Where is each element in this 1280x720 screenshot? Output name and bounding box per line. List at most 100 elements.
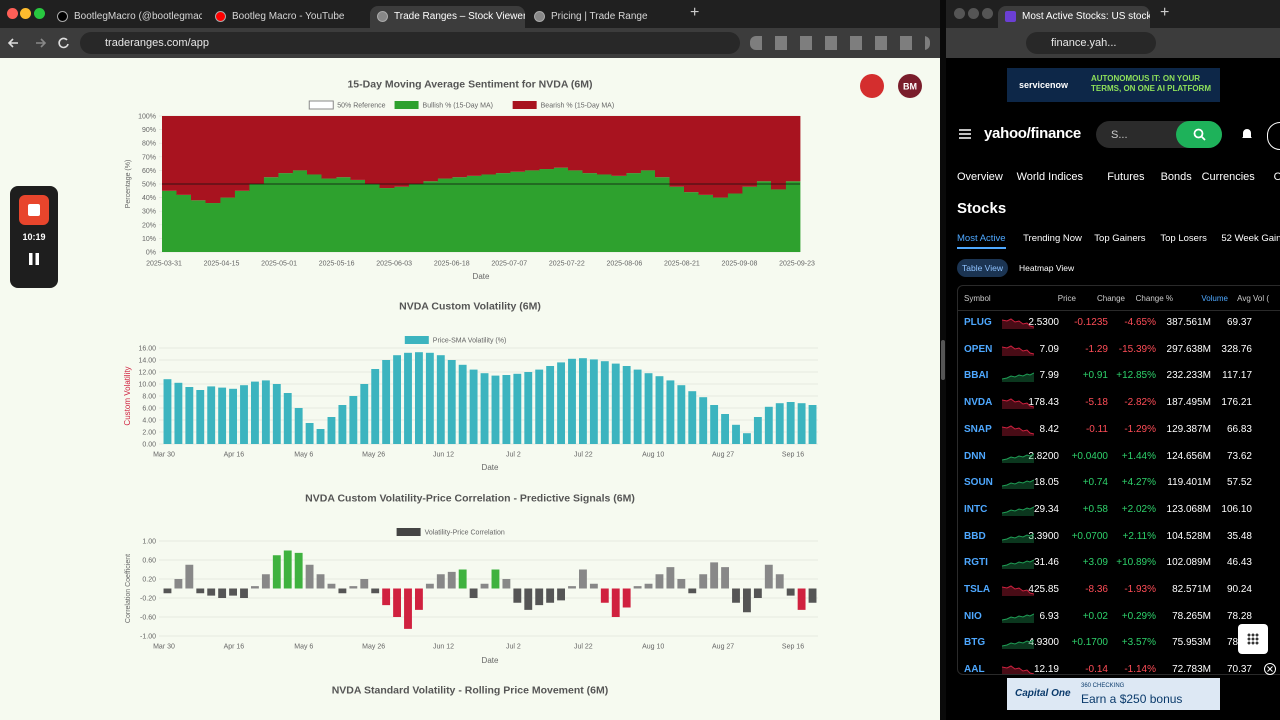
table-row[interactable]: INTC 29.34 +0.58 +2.02% 123.068M 106.10 (958, 497, 1271, 523)
tab[interactable]: Most Active Stocks: US stock (998, 6, 1150, 28)
symbol[interactable]: SNAP (964, 423, 992, 435)
alert-button[interactable] (860, 74, 884, 98)
table-row[interactable]: BBAI 7.99 +0.91 +12.85% 232.233M 117.17 (958, 363, 1271, 389)
table-row[interactable]: SOUN 18.05 +0.74 +4.27% 119.401M 57.52 (958, 470, 1271, 496)
menu-button[interactable] (958, 128, 972, 140)
view-button[interactable]: Heatmap View (1019, 263, 1075, 273)
symbol[interactable]: NVDA (964, 397, 993, 409)
table-row[interactable]: OPEN 7.09 -1.29 -15.39% 297.638M 328.76 (958, 337, 1271, 363)
maximize-window[interactable] (34, 8, 45, 19)
logo[interactable]: yahoo/finance (984, 125, 1081, 142)
bar (578, 358, 587, 444)
table-row[interactable]: RGTI 31.46 +3.09 +10.89% 102.089M 46.43 (958, 550, 1271, 576)
symbol[interactable]: BBAI (964, 370, 989, 382)
x-tick-label: 2025-09-23 (779, 261, 815, 268)
new-tab[interactable]: + (690, 4, 700, 21)
y-tick-label: 0.60 (142, 558, 156, 565)
symbol[interactable]: RGTI (964, 557, 988, 569)
profile[interactable] (1267, 122, 1280, 150)
nav-link[interactable]: Bonds (1160, 171, 1192, 183)
tab[interactable]: Trade Ranges – Stock Viewer (370, 6, 525, 28)
table-row[interactable]: TSLA 425.85 -8.36 -1.93% 82.571M 90.24 (958, 577, 1271, 603)
bar (732, 588, 740, 603)
nav-link[interactable]: Currencies (1201, 171, 1255, 183)
table-row[interactable]: PLUG 2.5300 -0.1235 -4.65% 387.561M 69.37 (958, 310, 1271, 336)
y-tick-label: 14.00 (138, 358, 156, 365)
extension-icons[interactable] (750, 36, 930, 50)
nav-link[interactable]: World Indices (1016, 171, 1084, 183)
ad-top[interactable]: servicenow AUTONOMOUS IT: ON YOUR TERMS,… (1007, 68, 1220, 102)
tab-icon (377, 11, 388, 22)
table-row[interactable]: SNAP 8.42 -0.11 -1.29% 129.387M 66.83 (958, 417, 1271, 443)
table-row[interactable]: NVDA 178.43 -5.18 -2.82% 187.495M 176.21 (958, 390, 1271, 416)
table-row[interactable]: NIO 6.93 +0.02 +0.29% 78.265M 78.28 (958, 604, 1271, 630)
close-ad[interactable] (1264, 663, 1276, 675)
subtab[interactable]: Top Losers (1160, 233, 1207, 244)
ad-bottom[interactable]: Capital One 360 CHECKING Earn a $250 bon… (1007, 678, 1220, 710)
new-tab[interactable]: + (1160, 4, 1170, 21)
column-header[interactable]: Change (1096, 294, 1125, 303)
search-button[interactable] (1176, 121, 1222, 148)
sparkline (1002, 585, 1034, 596)
bar-segment (350, 116, 366, 180)
search-box[interactable]: S... (1096, 121, 1222, 148)
notifications[interactable] (1241, 127, 1253, 141)
subtab[interactable]: Trending Now (1023, 233, 1082, 244)
nav-buttons[interactable] (6, 35, 76, 51)
omnibox[interactable]: traderanges.com/app (80, 32, 740, 54)
symbol[interactable]: NIO (964, 610, 982, 622)
column-header[interactable]: Change % (1135, 294, 1173, 303)
bar-segment (727, 193, 743, 252)
nav-link[interactable]: Futures (1107, 171, 1145, 183)
symbol[interactable]: BBD (964, 530, 986, 542)
omnibox[interactable]: finance.yah... (1026, 32, 1156, 54)
column-header[interactable]: Volume (1201, 294, 1228, 303)
close-window[interactable] (954, 8, 965, 19)
bar-segment (597, 116, 612, 175)
tab[interactable]: BootlegMacro (@bootlegmac (50, 6, 202, 28)
cell: 123.068M (1166, 503, 1211, 515)
maximize-window[interactable] (982, 8, 993, 19)
column-header[interactable]: Price (1057, 294, 1076, 303)
table-row[interactable]: AAL 12.19 -0.14 -1.14% 72.783M 70.37 (958, 657, 1271, 675)
symbol[interactable]: PLUG (964, 317, 992, 328)
bar-segment (205, 203, 221, 252)
splitter-handle[interactable] (941, 340, 945, 380)
minimize-window[interactable] (20, 8, 31, 19)
tab[interactable]: Pricing | Trade Range (527, 6, 682, 28)
bar (316, 429, 325, 444)
subtab[interactable]: Most Active (957, 233, 1006, 249)
minimize-window[interactable] (968, 8, 979, 19)
bar (218, 387, 227, 444)
bar (589, 583, 598, 589)
symbol[interactable]: TSLA (964, 584, 991, 595)
apps-button[interactable] (1238, 624, 1268, 654)
tab[interactable]: Bootleg Macro - YouTube (208, 6, 363, 28)
tab-title: Most Active Stocks: US stock (1022, 11, 1150, 22)
table-row[interactable]: DNN 2.8200 +0.0400 +1.44% 124.656M 73.62 (958, 444, 1271, 470)
symbol[interactable]: OPEN (964, 343, 993, 355)
view-button[interactable]: Table View (957, 259, 1008, 277)
nav-link[interactable]: Overview (957, 171, 1003, 183)
symbol[interactable]: DNN (964, 450, 986, 462)
column-header[interactable]: Avg Vol ( (1237, 294, 1269, 303)
table-row[interactable]: BBD 3.3900 +0.0700 +2.11% 104.528M 35.48 (958, 524, 1271, 550)
y-tick-label: 100% (138, 114, 156, 121)
symbol[interactable]: SOUN (964, 477, 993, 489)
subtab[interactable]: Top Gainers (1094, 233, 1146, 244)
subtab[interactable]: 52 Week Gain (1221, 233, 1280, 244)
bar (382, 360, 391, 444)
close-window[interactable] (7, 8, 18, 19)
stop-button[interactable] (19, 195, 49, 225)
pause-button[interactable] (28, 252, 40, 266)
symbol[interactable]: AAL (964, 664, 985, 675)
column-header[interactable]: Symbol (964, 294, 991, 303)
search-placeholder: S... (1111, 129, 1128, 141)
avatar[interactable] (898, 74, 922, 98)
symbol[interactable]: BTG (964, 637, 986, 649)
bar-segment (307, 116, 322, 175)
y-tick-label: 6.00 (142, 406, 156, 413)
nav-link[interactable]: Option (1273, 171, 1280, 183)
symbol[interactable]: INTC (964, 503, 988, 515)
